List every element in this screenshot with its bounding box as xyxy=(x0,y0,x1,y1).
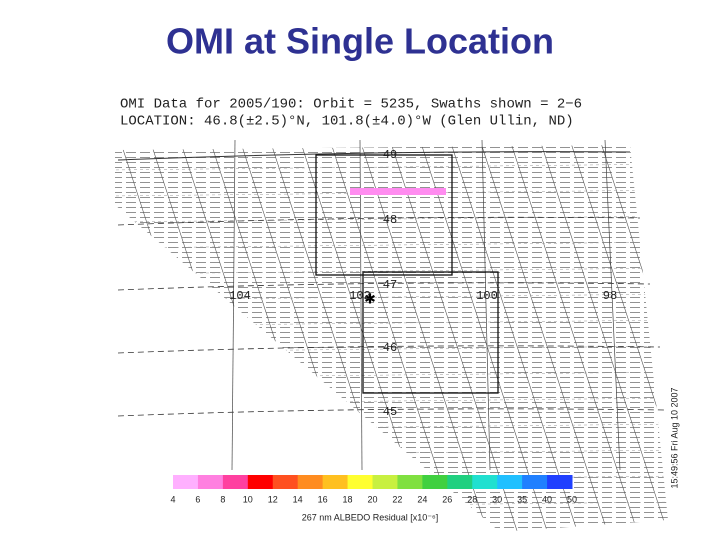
scan-edge xyxy=(115,293,668,301)
colorbar-label: 50 xyxy=(567,494,577,504)
colorbar-label: 22 xyxy=(392,494,402,504)
swath-borders xyxy=(0,140,720,540)
colorbar-segment xyxy=(297,475,324,489)
lon-line xyxy=(231,139,236,471)
colorbar-label: 12 xyxy=(268,494,278,504)
colorbar-segment xyxy=(173,475,199,489)
colorbar-segment xyxy=(222,475,249,489)
lon-line xyxy=(604,139,621,471)
lat-label: 48 xyxy=(383,213,397,227)
swath-edge xyxy=(359,145,491,532)
lon-label: 104 xyxy=(229,289,251,303)
colorbar-label: 26 xyxy=(442,494,452,504)
lat-line xyxy=(117,408,666,417)
swath-edge xyxy=(0,140,100,540)
lat-label: 47 xyxy=(383,278,397,292)
lat-line xyxy=(117,282,651,291)
swath-edge xyxy=(0,140,70,540)
swath-edge xyxy=(389,145,521,532)
scan-edge xyxy=(115,345,668,353)
scan-edge xyxy=(115,449,668,457)
lat-label: 45 xyxy=(383,405,397,419)
scan-edge xyxy=(115,189,668,197)
colorbar-label: 4 xyxy=(170,494,175,504)
colorbar-label: 16 xyxy=(318,494,328,504)
swath-edge xyxy=(690,140,720,540)
plot-header: OMI Data for 2005/190: Orbit = 5235, Swa… xyxy=(120,97,582,113)
swath-edge xyxy=(115,145,131,532)
colorbar-label: 10 xyxy=(243,494,253,504)
scan-edge xyxy=(115,215,668,223)
colorbar-label: 18 xyxy=(343,494,353,504)
colorbar-label: 30 xyxy=(492,494,502,504)
swath-edge xyxy=(509,145,641,532)
colorbar-label: 40 xyxy=(542,494,552,504)
colorbar-title: 267 nm ALBEDO Residual [x10⁻⁶] xyxy=(302,512,439,522)
plot-header: LOCATION: 46.8(±2.5)°N, 101.8(±4.0)°W (G… xyxy=(120,114,574,130)
colorbar-segment xyxy=(197,475,224,489)
colorbar-segment xyxy=(522,475,548,489)
colorbar-segment xyxy=(272,475,299,489)
swath-edge xyxy=(329,145,461,532)
scan-edge xyxy=(115,267,668,275)
colorbar-segment xyxy=(547,475,573,489)
swath-edge xyxy=(539,145,668,532)
colorbar-label: 35 xyxy=(517,494,527,504)
scan-edge xyxy=(115,241,668,249)
region-box xyxy=(362,271,499,394)
swath-edge xyxy=(569,145,668,532)
colorbar-label: 28 xyxy=(467,494,477,504)
scan-edge xyxy=(115,163,668,171)
scan-edge xyxy=(115,501,668,509)
colorbar-label: 24 xyxy=(417,494,427,504)
colorbar-segment xyxy=(422,475,448,489)
lon-label: 102 xyxy=(349,289,371,303)
scan-edge xyxy=(115,371,668,379)
colorbar-segment xyxy=(347,475,373,489)
swath-edge xyxy=(479,145,611,532)
lon-label: 98 xyxy=(603,289,617,303)
colorbar-segment xyxy=(372,475,398,489)
swath-edge xyxy=(449,145,581,532)
lat-label: 49 xyxy=(383,148,397,162)
scan-edge xyxy=(115,423,668,431)
colorbar-label: 8 xyxy=(220,494,225,504)
map: ✱ xyxy=(0,139,720,540)
colorbar-segment xyxy=(397,475,423,489)
swath-area xyxy=(115,145,668,532)
swath-edge xyxy=(0,140,10,540)
colorbar-label: 20 xyxy=(367,494,377,504)
colorbar-segment xyxy=(247,475,274,489)
lat-line xyxy=(117,345,661,354)
slide-title: OMI at Single Location xyxy=(166,21,554,62)
region-box xyxy=(315,154,453,276)
colorbar-segment xyxy=(447,475,473,489)
timestamp: 15:49:56 Fri Aug 10 2007 xyxy=(669,387,679,488)
colorbar-segment xyxy=(322,475,349,489)
colorbar: 4 6 8 10 12 14 16 18 20 22 24 26 28 30 35 40 50 xyxy=(170,475,577,504)
lon-label: 100 xyxy=(476,289,498,303)
colorbar-segment xyxy=(472,475,498,489)
colorbar-label: 6 xyxy=(195,494,200,504)
lat-line xyxy=(117,151,631,161)
scan-edge xyxy=(115,397,668,405)
pixel-row xyxy=(350,188,446,195)
swath-edge xyxy=(0,140,40,540)
lat-label: 46 xyxy=(383,341,397,355)
swath-edge xyxy=(419,145,551,532)
lat-line xyxy=(117,216,641,226)
scan-edge xyxy=(115,475,668,483)
colorbar-segment xyxy=(497,475,523,489)
scan-edge xyxy=(115,319,668,327)
location-marker: ✱ xyxy=(364,291,376,307)
lon-line xyxy=(481,139,491,471)
colorbar-label: 14 xyxy=(293,494,303,504)
